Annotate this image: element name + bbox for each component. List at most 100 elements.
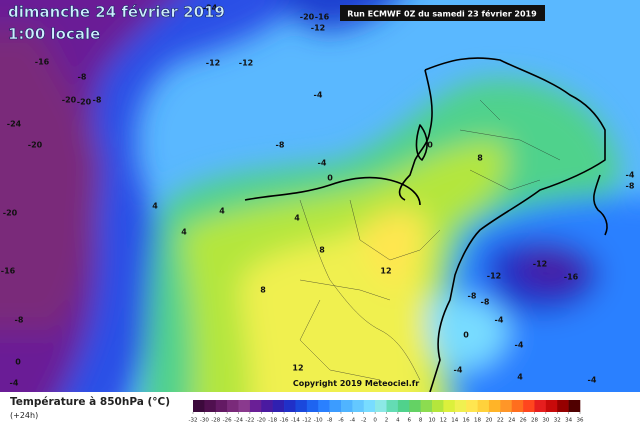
colorbar-bin — [397, 400, 410, 412]
colorbar-tick-label: 24 — [508, 418, 515, 424]
colorbar-bin — [454, 400, 467, 412]
colorbar-bin — [329, 400, 342, 412]
contour-label: -4 — [495, 316, 504, 325]
contour-label: -4 — [515, 341, 524, 350]
contour-label: 4 — [181, 228, 187, 237]
contour-label: 4 — [219, 207, 225, 216]
colorbar-bin — [249, 400, 262, 412]
colorbar-tick-label: -32 — [189, 418, 198, 424]
colorbar-tick-label: 36 — [577, 418, 584, 424]
contour-label: -24 — [203, 4, 218, 13]
colorbar-bin — [511, 400, 524, 412]
contour-labels: -24-20 -16-12-16 -12 -12-8-20 -20 -8-24-20 -8-… — [1, 4, 635, 388]
contour-label: 0 — [15, 358, 21, 367]
contour-label: -16 — [1, 267, 16, 276]
contour-label: -4 — [318, 159, 327, 168]
colorbar-bin — [568, 400, 581, 412]
colorbar-bin — [238, 400, 251, 412]
colorbar-bin — [215, 400, 228, 412]
colorbar-bin — [432, 400, 444, 412]
colorbar-tick-label: -4 — [350, 418, 356, 424]
colorbar-bin — [557, 400, 569, 412]
contour-label: -8 — [276, 141, 285, 150]
contour-label: -20 — [3, 209, 18, 218]
contour-label: -24 — [7, 120, 22, 129]
colorbar-bin — [488, 400, 501, 412]
run-box — [340, 5, 545, 21]
colorbar-tick-label: -8 — [327, 418, 333, 424]
contour-label: -12 — [311, 24, 325, 33]
contour-label: -4 — [10, 379, 19, 388]
contour-label: 8 — [260, 286, 266, 295]
colorbar-bin — [340, 400, 353, 412]
colorbar-tick-label: 26 — [520, 418, 527, 424]
map-date: dimanche 24 février 2019 — [8, 3, 225, 21]
contour-label: -20 — [300, 13, 315, 22]
colorbar-tick-label: 4 — [396, 418, 400, 424]
colorbar-tick-label: -6 — [338, 418, 344, 424]
contour-label: 8 — [477, 154, 483, 163]
colorbar-bin — [227, 400, 239, 412]
colorbar-tick-label: 28 — [531, 418, 538, 424]
contour-label: -20 — [28, 141, 43, 150]
colorbar-tick-label: 10 — [429, 418, 436, 424]
colorbar-bin — [295, 400, 308, 412]
colorbar-tick-label: -22 — [245, 418, 254, 424]
colorbar-tick-label: -24 — [234, 418, 243, 424]
colorbar-bin — [523, 400, 535, 412]
colorbar: -32 -30 -28 -26 -24 -22 -20 -18 -16 -14 -12 -10 -8 -6… — [189, 400, 584, 424]
colorbar-tick-label: -16 — [280, 418, 289, 424]
contour-label: -16 — [315, 13, 330, 22]
colorbar-tick-label: 12 — [440, 418, 447, 424]
contour-label: -4 — [626, 171, 635, 180]
contour-label: 4 — [517, 373, 523, 382]
copyright: Copyright 2019 Meteociel.fr — [293, 379, 419, 388]
contour-label: -8 — [78, 73, 87, 82]
colorbar-bin — [306, 400, 319, 412]
colorbar-tick-label: 22 — [497, 418, 504, 424]
contour-label: -8 — [626, 182, 635, 191]
colorbar-tick-label: 6 — [408, 418, 412, 424]
contour-label: 0 — [427, 141, 433, 150]
colorbar-bin — [193, 400, 205, 412]
contour-label: -8 — [481, 298, 490, 307]
colorbar-tick-label: 0 — [373, 418, 377, 424]
contour-label: -4 — [588, 376, 597, 385]
colorbar-bin — [284, 400, 296, 412]
colorbar-tick-label: -14 — [291, 418, 300, 424]
colorbar-tick-label: -30 — [200, 418, 209, 424]
colorbar-tick-label: 32 — [554, 418, 561, 424]
colorbar-tick-label: -20 — [257, 418, 266, 424]
colorbar-bin — [534, 400, 547, 412]
colorbar-bin — [409, 400, 421, 412]
map-time: 1:00 locale — [8, 25, 100, 43]
contour-label: -16 — [564, 273, 579, 282]
colorbar-tick-label: -26 — [223, 418, 232, 424]
contour-label: -4 — [454, 366, 463, 375]
contour-label: 12 — [292, 364, 303, 373]
colorbar-bin — [204, 400, 217, 412]
contour-label: -12 — [487, 272, 501, 281]
colorbar-bin — [500, 400, 513, 412]
colorbar-bin — [318, 400, 330, 412]
contour-label: -12 — [206, 59, 220, 68]
colorbar-bin — [261, 400, 273, 412]
contour-label: -4 — [314, 91, 323, 100]
contour-label: -12 — [239, 59, 253, 68]
colorbar-bin — [545, 400, 558, 412]
contour-label: 8 — [319, 246, 325, 255]
contour-label: -12 — [533, 260, 547, 269]
colorbar-tick-label: 30 — [542, 418, 549, 424]
contour-label: -8 — [468, 292, 477, 301]
colorbar-bin — [466, 400, 478, 412]
contour-label: -8 — [93, 96, 102, 105]
contour-label: -20 — [62, 96, 77, 105]
colorbar-tick-label: 18 — [474, 418, 481, 424]
colorbar-tick-label: -12 — [302, 418, 311, 424]
colorbar-tick-label: -2 — [361, 418, 366, 424]
legend-subtitle: (+24h) — [10, 411, 38, 420]
colorbar-bin — [420, 400, 433, 412]
colorbar-tick-label: 8 — [419, 418, 423, 424]
